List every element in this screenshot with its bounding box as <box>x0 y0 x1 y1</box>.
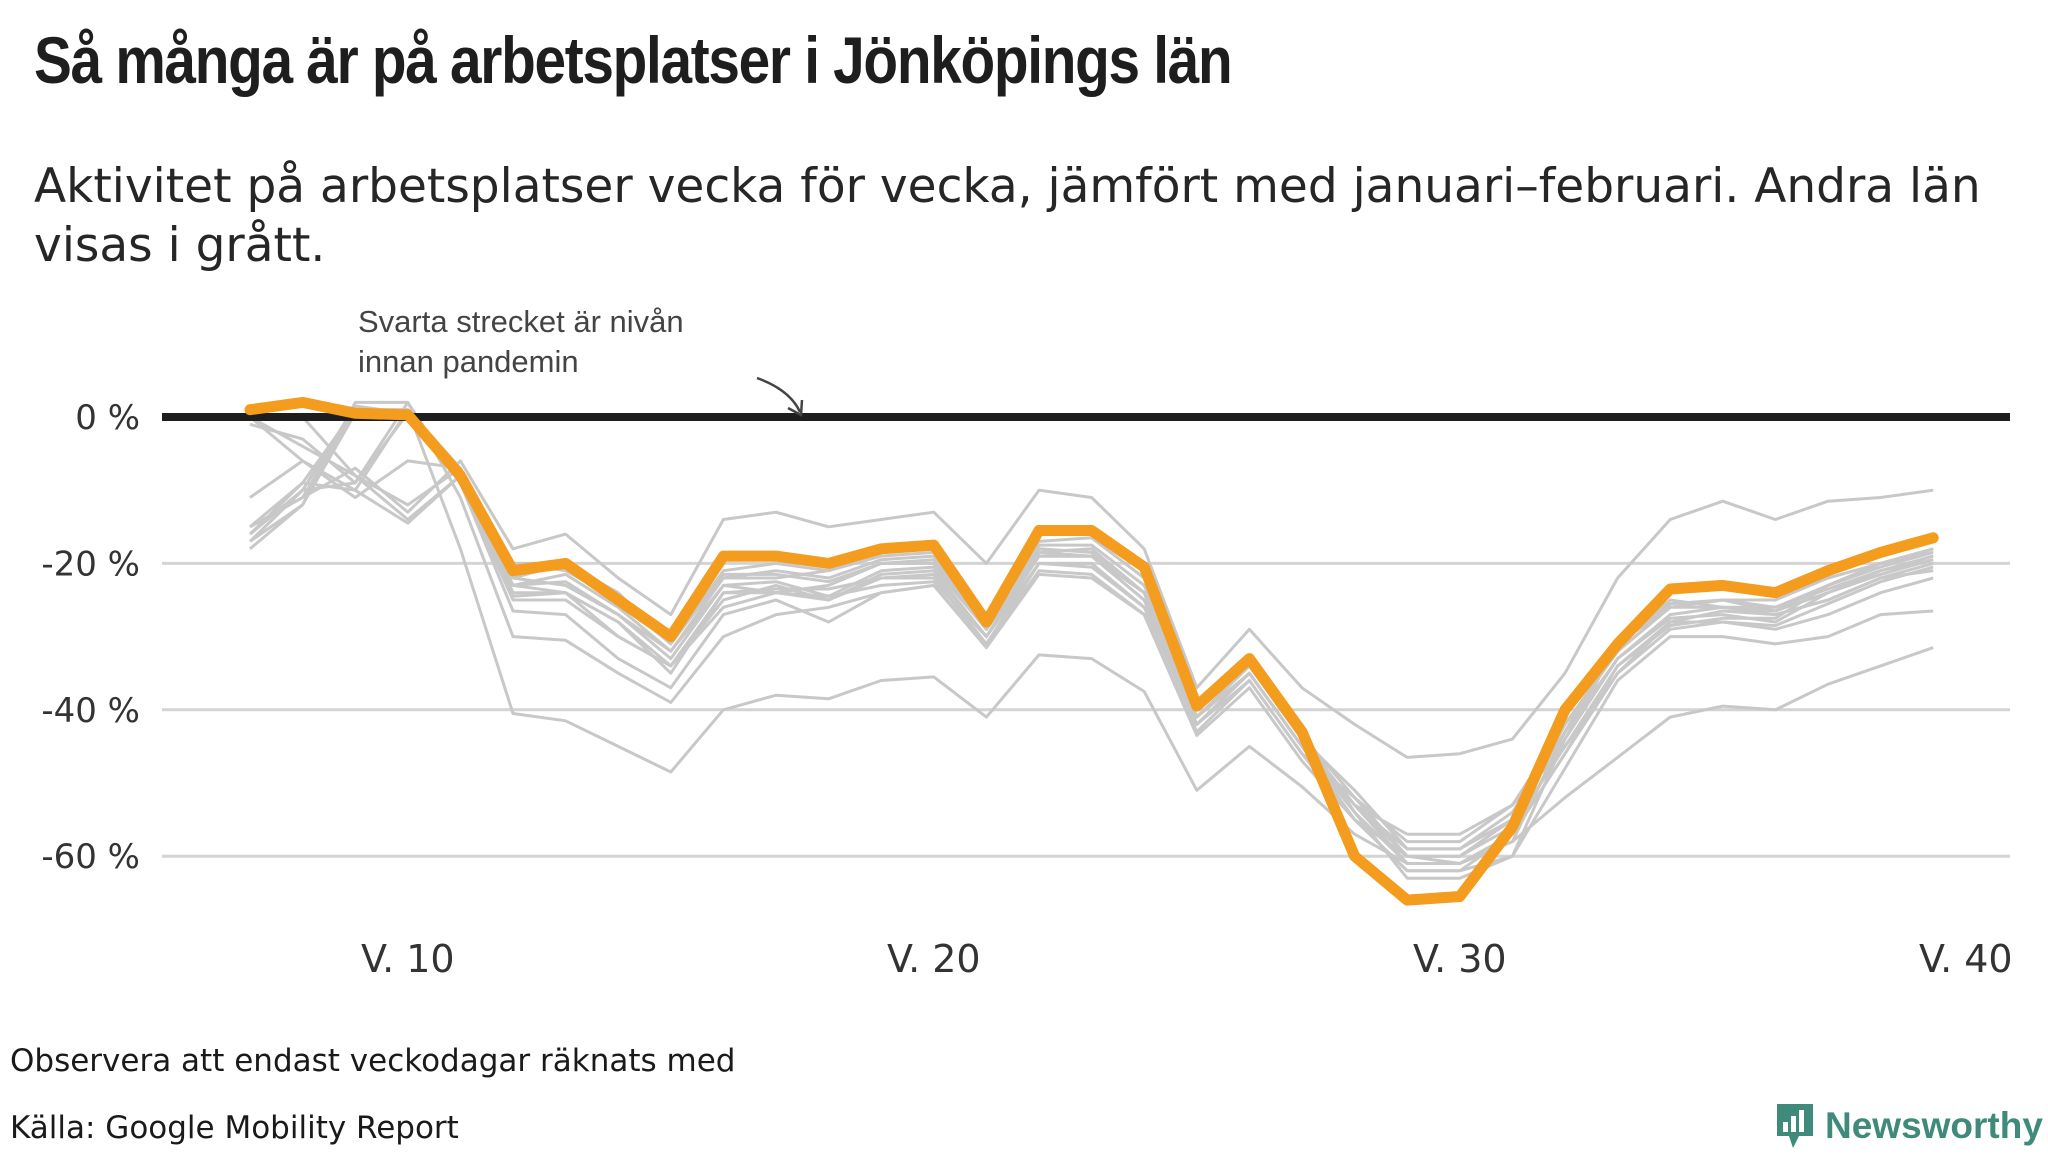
chart-title: Så många är på arbetsplatser i Jönköping… <box>34 23 1233 97</box>
annotation-text-line1: Svarta strecket är nivån <box>358 304 684 339</box>
series-line-highlight <box>244 396 1939 906</box>
y-tick-label: -60 % <box>41 837 140 877</box>
arrow-head-icon <box>787 399 804 418</box>
annotation-text-line2: innan pandemin <box>358 344 579 379</box>
line-chart: 0 % -20 % -40 % -60 % V. 10 V. 20 V. 30 V. 40 S… <box>41 304 2012 981</box>
series-line-other <box>249 411 1934 836</box>
x-tick-label: V. 10 <box>361 937 455 981</box>
series-line-other <box>249 415 1934 865</box>
axis-labels: 0 % -20 % -40 % -60 % V. 10 V. 20 V. 30 V. 40 <box>41 398 2012 981</box>
y-tick-label: -40 % <box>41 691 140 731</box>
annotation: Svarta strecket är nivån innan pandemin <box>358 304 804 418</box>
y-tick-label: 0 % <box>75 398 140 438</box>
series-line-other <box>249 459 1934 880</box>
newsworthy-logo-icon <box>1777 1104 1813 1148</box>
brand-name: Newsworthy <box>1825 1105 2043 1146</box>
series-line-other <box>249 404 1934 865</box>
series-line-other <box>249 400 1934 873</box>
brand-logo: Newsworthy <box>1773 1098 2043 1154</box>
source-note: Källa: Google Mobility Report <box>10 1110 459 1146</box>
chart-subtitle: Aktivitet på arbetsplatser vecka för vec… <box>34 159 1981 273</box>
x-tick-label: V. 20 <box>887 937 981 981</box>
highlight-line-layer <box>244 396 1939 906</box>
series-line-other <box>248 408 1934 865</box>
other-counties-lines <box>248 400 1934 880</box>
series-line-other <box>249 411 1934 858</box>
curved-arrow-icon <box>756 376 802 413</box>
y-tick-label: -20 % <box>41 544 140 584</box>
series-line-other <box>249 459 1934 759</box>
footnote: Observera att endast veckodagar räknats … <box>10 1043 736 1079</box>
series-line-other <box>250 415 1934 851</box>
series-line-other <box>249 400 1934 873</box>
x-tick-label: V. 30 <box>1413 937 1507 981</box>
x-tick-label: V. 40 <box>1919 937 2013 981</box>
series-line-other <box>249 408 1934 851</box>
